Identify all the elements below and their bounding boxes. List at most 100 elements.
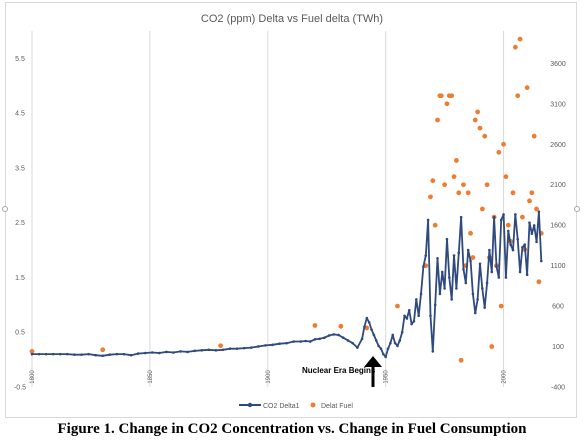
- co2-point: [58, 352, 62, 356]
- co2-point: [179, 350, 182, 353]
- co2-point: [405, 317, 409, 320]
- co2-point: [429, 314, 432, 318]
- co2-point: [207, 348, 211, 352]
- co2-point: [438, 292, 442, 296]
- co2-point: [327, 334, 331, 337]
- annotation-text: Nuclear Era Begins: [302, 366, 376, 375]
- fuel-point: [428, 194, 433, 200]
- right-tick-label: 1600: [550, 223, 566, 230]
- co2-point: [516, 237, 520, 241]
- x-tick-label: 1900: [266, 370, 272, 384]
- fuel-point: [472, 117, 478, 123]
- co2-point: [122, 352, 126, 356]
- fuel-point: [534, 206, 539, 212]
- co2-series: [30, 210, 543, 359]
- fuel-point: [524, 85, 530, 91]
- x-tick-label: 2000: [502, 370, 508, 384]
- co2-point: [271, 343, 274, 347]
- fuel-point: [531, 133, 537, 139]
- co2-point: [499, 218, 503, 222]
- co2-point: [108, 353, 112, 356]
- co2-point: [367, 321, 371, 324]
- co2-point: [318, 337, 321, 341]
- co2-point: [193, 349, 196, 353]
- co2-point: [537, 210, 541, 214]
- fuel-point: [529, 190, 535, 196]
- co2-point: [292, 340, 296, 343]
- co2-point: [440, 270, 444, 274]
- co2-point: [539, 259, 543, 263]
- x-tick-label: 1850: [148, 370, 154, 384]
- left-tick-label: 1.5: [15, 275, 25, 282]
- co2-point: [492, 215, 496, 219]
- co2-point: [506, 229, 510, 233]
- co2-point: [332, 333, 336, 336]
- co2-point: [511, 248, 515, 252]
- co2-point: [504, 276, 508, 279]
- fuel-point: [442, 182, 448, 188]
- co2-point: [129, 353, 133, 357]
- fuel-point: [312, 323, 318, 328]
- co2-point: [278, 342, 281, 346]
- fuel-point: [517, 36, 523, 42]
- co2-point: [313, 338, 317, 341]
- resize-handle-left[interactable]: [2, 206, 8, 212]
- co2-point: [384, 355, 387, 359]
- co2-point: [403, 314, 406, 318]
- gridlines: [31, 31, 505, 387]
- co2-point: [80, 353, 83, 356]
- legend-fuel-label: Delat Fuel: [321, 403, 353, 410]
- co2-vs-fuel-chart: CO2 (ppm) Delta vs Fuel delta (TWh) 5.5 4…: [14, 13, 566, 410]
- co2-point: [471, 292, 475, 296]
- co2-point: [393, 341, 397, 345]
- right-tick-label: 1100: [550, 263, 565, 270]
- fuel-point: [477, 125, 483, 131]
- co2-point: [514, 213, 517, 216]
- co2-point: [356, 346, 359, 349]
- right-tick-label: 100: [552, 344, 564, 351]
- co2-point: [172, 351, 175, 354]
- co2-point: [433, 303, 437, 307]
- co2-point: [422, 265, 425, 268]
- left-tick-label: 5.5: [15, 56, 25, 63]
- co2-point: [249, 346, 253, 349]
- resize-handle-right[interactable]: [574, 206, 580, 212]
- co2-point: [30, 352, 34, 356]
- co2-point: [518, 270, 522, 274]
- fuel-point: [484, 182, 490, 188]
- fuel-point: [489, 344, 495, 349]
- co2-point: [436, 256, 439, 260]
- co2-point: [51, 352, 55, 356]
- co2-point: [532, 224, 536, 227]
- co2-point: [391, 333, 395, 337]
- co2-point: [410, 322, 413, 326]
- co2-point: [535, 240, 538, 244]
- fuel-point: [468, 230, 473, 236]
- co2-point: [150, 351, 154, 354]
- fuel-point: [454, 158, 459, 163]
- fuel-point: [498, 303, 504, 309]
- fuel-point: [444, 101, 450, 107]
- left-tick-label: 2.5: [15, 220, 25, 227]
- fuel-point: [218, 343, 224, 349]
- co2-point: [235, 347, 239, 350]
- fuel-point: [527, 198, 532, 204]
- fuel-point: [510, 190, 516, 196]
- annotation: Nuclear Era Begins: [302, 356, 382, 387]
- co2-point: [389, 341, 392, 345]
- co2-point: [158, 351, 161, 355]
- co2-point: [443, 287, 446, 290]
- co2-point: [445, 237, 449, 241]
- co2-point: [485, 281, 489, 285]
- co2-point: [143, 351, 147, 355]
- co2-point: [523, 243, 527, 246]
- legend-co2-marker: [247, 402, 253, 408]
- co2-point: [73, 353, 76, 356]
- co2-point: [374, 339, 378, 342]
- co2-point: [304, 339, 307, 343]
- fuel-point: [512, 44, 518, 50]
- co2-line: [32, 210, 543, 358]
- co2-point: [476, 298, 479, 301]
- fuel-point: [100, 347, 106, 353]
- legend: CO2 Delta1 Delat Fuel: [239, 402, 353, 410]
